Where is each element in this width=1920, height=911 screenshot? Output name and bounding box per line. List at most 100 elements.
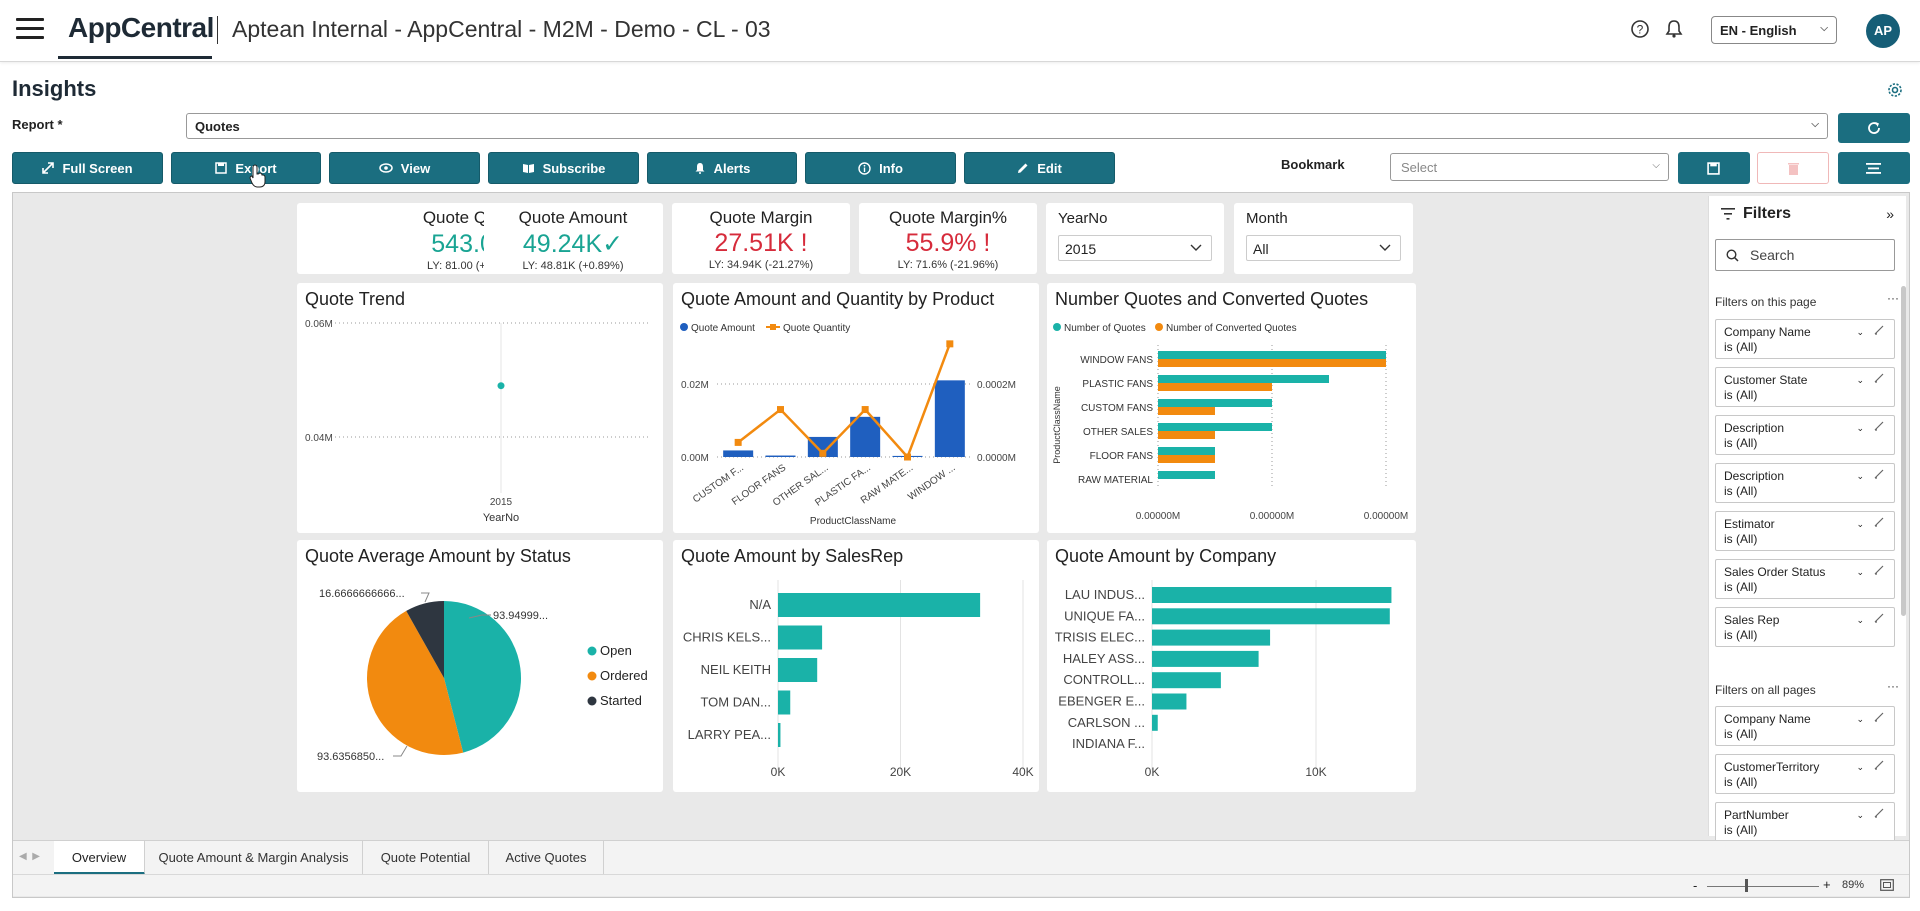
zoom-slider-track[interactable]: [1707, 886, 1819, 887]
chevron-down-icon[interactable]: ⌄: [1856, 471, 1864, 481]
chevron-down-icon[interactable]: ⌄: [1856, 375, 1864, 385]
bookmark-select[interactable]: Select ⌵: [1390, 153, 1669, 181]
chevron-down-icon[interactable]: ⌄: [1856, 615, 1864, 625]
kpi-quote-amount[interactable]: Quote Amount 49.24K✓ LY: 48.81K (+0.89%): [484, 203, 662, 274]
bar: [1158, 455, 1215, 463]
bookmark-menu-button[interactable]: [1838, 152, 1910, 184]
visual-quote-trend[interactable]: Quote Trend 0.06M 0.04M 2015 YearNo: [297, 283, 663, 533]
expand-icon: [42, 162, 55, 174]
kpi-quote-margin-pct[interactable]: Quote Margin% 55.9% ! LY: 71.6% (-21.96%…: [859, 203, 1037, 274]
app-logo[interactable]: AppCentral: [68, 12, 214, 43]
filter-card[interactable]: Sales Rep is (All) ⌄: [1715, 607, 1895, 647]
bookmark-delete-button[interactable]: [1757, 152, 1829, 184]
filter-card[interactable]: Company Name is (All) ⌄: [1715, 319, 1895, 359]
tab-overview[interactable]: Overview: [54, 841, 145, 875]
chevron-down-icon[interactable]: ⌄: [1856, 810, 1864, 820]
visual-amount-quantity-product[interactable]: Quote Amount and Quantity by Product Quo…: [673, 283, 1039, 533]
filter-card[interactable]: Sales Order Status is (All) ⌄: [1715, 559, 1895, 599]
y-tick-label: 0.04M: [305, 433, 333, 444]
y-tick-label: TRISIS ELEC...: [1055, 630, 1145, 645]
zoom-slider-thumb[interactable]: [1745, 879, 1749, 892]
visual-quotes-converted[interactable]: Number Quotes and Converted Quotes Numbe…: [1047, 283, 1416, 533]
eraser-icon[interactable]: [1874, 564, 1884, 579]
refresh-icon: [1868, 122, 1880, 134]
chevron-down-icon[interactable]: ⌄: [1856, 567, 1864, 577]
eraser-icon[interactable]: [1874, 807, 1884, 822]
eraser-icon[interactable]: [1874, 612, 1884, 627]
more-options-icon[interactable]: ···: [1887, 679, 1899, 693]
bookmark-placeholder: Select: [1401, 160, 1438, 175]
eraser-icon[interactable]: [1874, 516, 1884, 531]
refresh-button[interactable]: [1838, 113, 1910, 143]
data-label: 93.6356850...: [317, 751, 384, 763]
eraser-icon[interactable]: [1874, 759, 1884, 774]
kpi-quote-margin[interactable]: Quote Margin 27.51K ! LY: 34.94K (-21.27…: [672, 203, 850, 274]
year-dropdown[interactable]: 2015: [1058, 235, 1212, 261]
eraser-icon[interactable]: [1874, 372, 1884, 387]
gear-icon[interactable]: [1887, 82, 1903, 98]
help-icon[interactable]: ?: [1630, 19, 1650, 39]
full-screen-button[interactable]: Full Screen: [12, 152, 163, 184]
hamburger-menu-icon[interactable]: [16, 18, 44, 40]
tab-active-quotes[interactable]: Active Quotes: [489, 841, 604, 875]
alerts-button[interactable]: Alerts: [647, 152, 797, 184]
tab-quote-amount-margin[interactable]: Quote Amount & Margin Analysis: [145, 841, 363, 875]
chevron-down-icon[interactable]: ⌄: [1856, 327, 1864, 337]
notification-bell-icon[interactable]: [1664, 19, 1684, 39]
page-title: Insights: [12, 76, 97, 101]
zoom-percent: 89%: [1842, 879, 1865, 891]
report-select[interactable]: Quotes ⌵: [186, 113, 1828, 139]
legend-marker: [770, 324, 776, 330]
slicer-title: Month: [1246, 210, 1288, 227]
filter-card[interactable]: Description is (All) ⌄: [1715, 463, 1895, 503]
filter-card[interactable]: PartNumber is (All) ⌄: [1715, 802, 1895, 842]
zoom-in-button[interactable]: +: [1823, 877, 1831, 892]
tab-quote-potential[interactable]: Quote Potential: [363, 841, 489, 875]
filter-icon: [1721, 208, 1735, 220]
legend-label: Quote Amount: [691, 323, 755, 334]
book-icon: [522, 164, 534, 173]
zoom-out-button[interactable]: -: [1693, 878, 1698, 893]
filters-search-input[interactable]: Search: [1715, 239, 1895, 271]
user-avatar[interactable]: AP: [1866, 14, 1900, 48]
eraser-icon[interactable]: [1874, 324, 1884, 339]
month-dropdown[interactable]: All: [1246, 235, 1401, 261]
chevron-down-icon[interactable]: ⌄: [1856, 423, 1864, 433]
visual-average-by-status[interactable]: Quote Average Amount by Status 93.94999.…: [297, 540, 663, 792]
view-button[interactable]: View: [329, 152, 480, 184]
line-marker: [904, 453, 911, 461]
logo-underline: [58, 56, 212, 59]
bookmark-save-button[interactable]: [1678, 152, 1750, 184]
filter-card[interactable]: Customer State is (All) ⌄: [1715, 367, 1895, 407]
eraser-icon[interactable]: [1874, 420, 1884, 435]
y-axis-label: ProductClassName: [1052, 386, 1062, 464]
month-value: All: [1253, 241, 1269, 257]
chevron-down-icon[interactable]: ⌄: [1856, 519, 1864, 529]
tab-nav-arrows-icon[interactable]: ◀ ▶: [19, 851, 40, 862]
collapse-filters-icon[interactable]: »: [1886, 206, 1894, 222]
info-icon: [858, 161, 871, 175]
filters-scrollbar[interactable]: [1901, 286, 1906, 616]
x-tick-label: 0K: [1145, 765, 1160, 779]
eraser-icon[interactable]: [1874, 468, 1884, 483]
info-button[interactable]: Info: [805, 152, 956, 184]
language-select[interactable]: EN - English ⌵: [1711, 16, 1837, 44]
export-button[interactable]: Export: [171, 152, 321, 184]
x-tick-label: WINDOW ...: [906, 462, 957, 503]
filter-card[interactable]: CustomerTerritory is (All) ⌄: [1715, 754, 1895, 794]
language-value: EN - English: [1720, 23, 1797, 38]
fit-to-page-icon[interactable]: [1880, 879, 1894, 891]
subscribe-button[interactable]: Subscribe: [488, 152, 639, 184]
eraser-icon[interactable]: [1874, 711, 1884, 726]
more-options-icon[interactable]: ···: [1887, 291, 1899, 305]
visual-amount-by-company[interactable]: Quote Amount by Company 0K 10K LAU INDUS..…: [1047, 540, 1416, 792]
visual-amount-by-salesrep[interactable]: Quote Amount by SalesRep 0K 20K 40K N/A CHRI…: [673, 540, 1039, 792]
top-bar: AppCentral Aptean Internal - AppCentral …: [0, 0, 1920, 62]
chevron-down-icon[interactable]: ⌄: [1856, 714, 1864, 724]
filter-card[interactable]: Company Name is (All) ⌄: [1715, 706, 1895, 746]
filter-card[interactable]: Description is (All) ⌄: [1715, 415, 1895, 455]
filter-card[interactable]: Estimator is (All) ⌄: [1715, 511, 1895, 551]
save-icon: [215, 162, 228, 174]
edit-button[interactable]: Edit: [964, 152, 1115, 184]
chevron-down-icon[interactable]: ⌄: [1856, 762, 1864, 772]
